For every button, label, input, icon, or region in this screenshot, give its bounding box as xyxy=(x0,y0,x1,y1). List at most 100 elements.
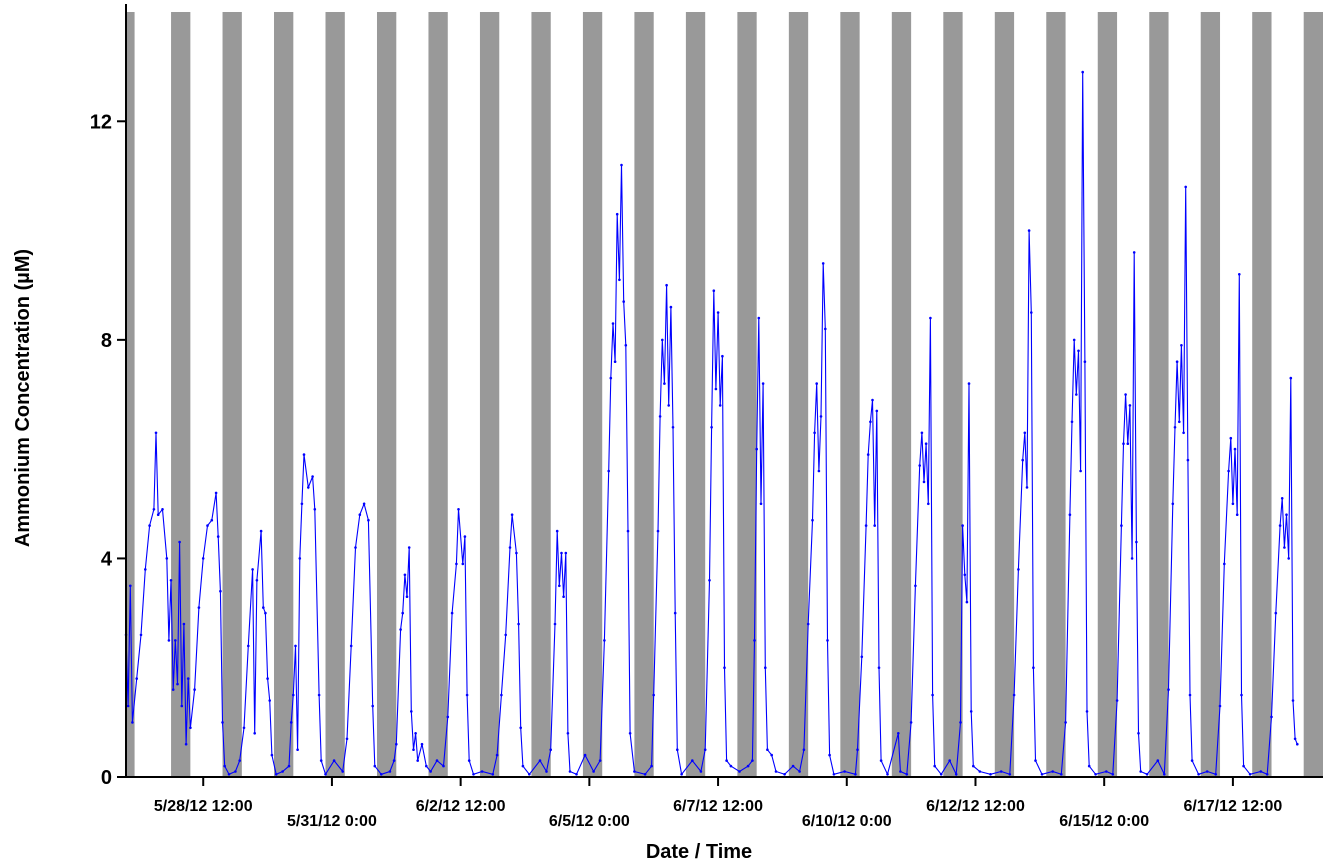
data-point xyxy=(435,759,439,762)
data-point xyxy=(1242,764,1245,768)
data-point xyxy=(242,726,246,730)
data-point xyxy=(555,529,559,533)
shaded-band xyxy=(479,12,500,777)
x-axis-title: Date / Time xyxy=(646,841,752,863)
data-point xyxy=(770,753,773,757)
data-point xyxy=(349,644,353,648)
data-point xyxy=(201,557,205,560)
shaded-band xyxy=(994,12,1015,777)
data-point xyxy=(345,737,349,741)
data-point xyxy=(813,431,816,435)
data-point xyxy=(1184,185,1187,189)
data-point xyxy=(1124,393,1127,396)
data-point xyxy=(667,404,670,407)
data-point xyxy=(405,595,409,598)
data-point xyxy=(221,721,224,724)
data-point xyxy=(287,764,291,768)
data-point xyxy=(948,759,951,762)
data-point xyxy=(311,475,314,478)
data-point xyxy=(1030,311,1033,314)
x-tick-label: 6/5/12 0:00 xyxy=(549,813,630,830)
data-point xyxy=(1214,773,1217,776)
data-point xyxy=(583,753,587,757)
data-point xyxy=(1285,513,1288,516)
data-point xyxy=(253,732,256,735)
data-point xyxy=(875,409,879,413)
data-point xyxy=(708,579,711,582)
data-point xyxy=(1171,502,1175,506)
data-point xyxy=(899,770,902,773)
data-point xyxy=(832,773,836,776)
data-point xyxy=(281,770,284,773)
data-point xyxy=(618,278,621,282)
data-point xyxy=(1051,770,1054,773)
data-point xyxy=(869,420,872,424)
data-point xyxy=(798,770,801,773)
data-point xyxy=(669,305,673,309)
data-point xyxy=(186,677,190,680)
data-point xyxy=(959,721,962,724)
data-point xyxy=(264,611,267,615)
data-point xyxy=(821,262,825,265)
data-point xyxy=(313,508,317,511)
data-point xyxy=(691,759,694,762)
data-point xyxy=(718,404,722,407)
data-point xyxy=(961,524,964,527)
data-point xyxy=(676,748,679,751)
data-point xyxy=(294,644,297,648)
data-point xyxy=(1240,693,1243,697)
axes: 0 4 8 12 5/28/12 12:00 5/31/12 0:00 6/2/12 12:… xyxy=(90,4,1323,830)
data-point xyxy=(362,502,366,506)
data-point xyxy=(1083,360,1087,364)
data-point xyxy=(167,639,171,642)
data-point xyxy=(1079,469,1082,473)
data-point xyxy=(811,518,814,522)
data-point xyxy=(931,693,934,697)
data-point xyxy=(802,748,806,751)
data-point xyxy=(628,732,632,735)
shaded-band xyxy=(1200,12,1221,777)
data-point xyxy=(1070,420,1074,424)
shaded-band xyxy=(274,12,294,777)
data-point xyxy=(864,524,868,527)
data-point xyxy=(251,568,254,571)
data-point xyxy=(332,759,336,762)
data-point xyxy=(1283,546,1286,549)
data-point xyxy=(1233,447,1237,451)
data-point xyxy=(457,508,460,511)
data-point xyxy=(182,622,186,626)
data-point xyxy=(652,693,655,697)
data-point xyxy=(860,655,864,659)
data-point xyxy=(568,770,572,773)
x-tick-label: 5/31/12 0:00 xyxy=(287,813,377,830)
data-point xyxy=(978,770,982,773)
data-point xyxy=(519,726,522,730)
data-point xyxy=(920,431,924,435)
data-point xyxy=(1178,420,1181,424)
data-point xyxy=(450,611,454,615)
data-point xyxy=(407,546,411,549)
data-point xyxy=(414,732,417,735)
data-point xyxy=(292,693,295,697)
shaded-band xyxy=(891,12,912,777)
data-point xyxy=(1021,458,1024,462)
data-point xyxy=(156,513,160,516)
data-point xyxy=(461,562,465,566)
data-point xyxy=(1278,524,1282,527)
data-point xyxy=(403,573,407,577)
data-point xyxy=(416,759,420,762)
data-point xyxy=(129,584,132,588)
data-point xyxy=(319,759,323,762)
data-point xyxy=(909,721,913,724)
data-point xyxy=(302,453,306,456)
data-point xyxy=(933,764,936,768)
data-point xyxy=(1280,497,1284,500)
data-point xyxy=(504,633,508,637)
data-point xyxy=(761,382,765,385)
data-point xyxy=(1197,773,1200,776)
data-point xyxy=(1238,273,1241,276)
x-tick-label: 6/17/12 12:00 xyxy=(1184,798,1283,815)
data-point xyxy=(165,557,169,560)
data-point xyxy=(633,770,636,773)
data-point xyxy=(354,546,357,549)
